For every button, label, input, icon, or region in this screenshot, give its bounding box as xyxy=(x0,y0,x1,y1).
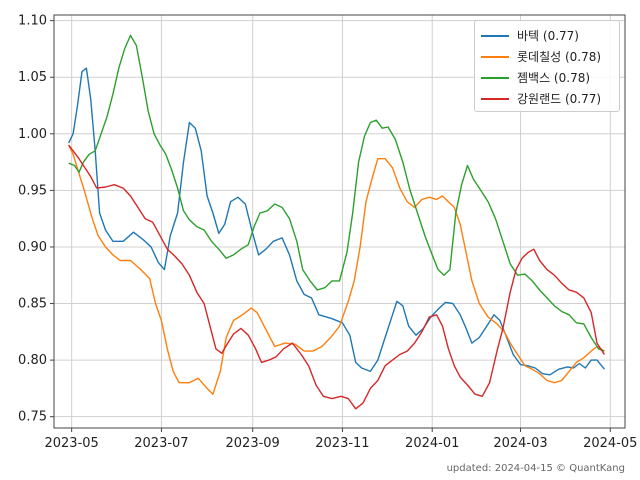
y-tick-label: 0.90 xyxy=(18,240,47,255)
y-tick-label: 0.80 xyxy=(18,353,47,368)
series-line-3 xyxy=(68,34,605,352)
legend-swatch-series-2 xyxy=(481,55,509,58)
x-tick-label: 2023-09 xyxy=(226,436,280,451)
legend-item-series-4: 강원랜드 (0.77) xyxy=(481,88,613,109)
x-tick-label: 2023-11 xyxy=(315,436,369,451)
plot-frame xyxy=(53,14,626,429)
x-tick-label: 2024-03 xyxy=(493,436,547,451)
y-axis-ticks: 0.75 0.80 0.85 0.90 0.95 1.00 1.05 1.10 xyxy=(18,14,54,425)
legend-swatch-series-4 xyxy=(481,97,509,100)
legend-swatch-series-1 xyxy=(481,34,509,37)
legend: 바텍 (0.77) 롯데칠성 (0.78) 젬백스 (0.78) 강원랜드 (0… xyxy=(474,20,620,112)
legend-item-series-2: 롯데칠성 (0.78) xyxy=(481,46,613,67)
x-tick-label: 2024-01 xyxy=(405,436,459,451)
footnote: updated: 2024-04-15 © QuantKang xyxy=(446,463,625,474)
y-tick-label: 1.10 xyxy=(18,14,47,29)
legend-item-series-1: 바텍 (0.77) xyxy=(481,25,613,46)
legend-label-series-3: 젬백스 (0.78) xyxy=(517,71,591,85)
legend-item-series-3: 젬백스 (0.78) xyxy=(481,67,613,88)
series-line-2 xyxy=(68,144,605,395)
legend-label-series-2: 롯데칠성 (0.78) xyxy=(517,50,602,64)
legend-label-series-4: 강원랜드 (0.77) xyxy=(517,92,602,106)
series-lines xyxy=(68,34,605,410)
y-tick-label: 0.85 xyxy=(18,297,47,312)
y-tick-label: 0.95 xyxy=(18,183,47,198)
y-tick-label: 0.75 xyxy=(18,410,47,425)
x-tick-label: 2023-07 xyxy=(134,436,188,451)
x-axis-ticks: 2023-05 2023-07 2023-09 2023-11 2024-01 2024-… xyxy=(44,428,637,451)
x-tick-label: 2024-05 xyxy=(583,436,637,451)
legend-label-series-1: 바텍 (0.77) xyxy=(517,29,579,43)
legend-swatch-series-3 xyxy=(481,76,509,79)
series-line-4 xyxy=(68,144,605,410)
x-tick-label: 2023-05 xyxy=(44,436,98,451)
y-tick-label: 1.05 xyxy=(18,70,47,85)
series-line-1 xyxy=(68,67,605,376)
y-tick-label: 1.00 xyxy=(18,127,47,142)
